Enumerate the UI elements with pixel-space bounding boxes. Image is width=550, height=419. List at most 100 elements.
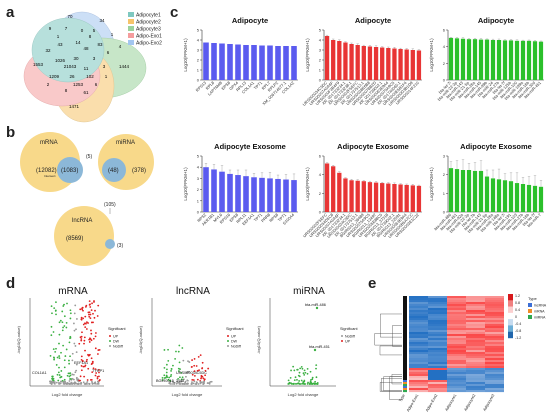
type-cell xyxy=(403,304,407,307)
type-cell xyxy=(403,350,407,353)
data-point xyxy=(193,364,196,367)
heatmap-cell xyxy=(466,312,485,315)
data-point xyxy=(90,357,93,360)
heatmap-cell xyxy=(447,348,466,351)
heatmap-cell xyxy=(409,322,428,325)
heatmap-cell xyxy=(428,374,447,377)
column-label: Adipocyte3 xyxy=(483,394,496,412)
venn-region-count: 14 xyxy=(75,40,81,45)
data-point xyxy=(74,345,77,347)
data-point xyxy=(74,381,77,384)
data-point xyxy=(86,358,88,361)
x-axis-label: Log2 fold change xyxy=(172,392,203,397)
data-point xyxy=(74,304,77,307)
data-point xyxy=(63,378,66,381)
data-point xyxy=(52,331,55,333)
data-point xyxy=(181,382,184,385)
data-point xyxy=(59,319,62,322)
mrna-only-count: (12082) xyxy=(36,168,57,174)
data-point xyxy=(84,326,87,329)
heatmap-cell xyxy=(466,378,485,381)
heatmap-cell xyxy=(466,358,485,361)
heatmap-cell xyxy=(447,306,466,309)
data-point xyxy=(55,364,58,366)
bar xyxy=(343,178,348,212)
data-point xyxy=(187,379,189,382)
data-point xyxy=(85,360,88,363)
y-axis-label: Log10(FPKM+1) xyxy=(183,38,188,72)
heatmap-cell xyxy=(428,378,447,381)
legend-swatch xyxy=(128,33,134,38)
color-scale-segment xyxy=(508,306,513,314)
heatmap-cell xyxy=(485,312,504,315)
heatmap-cell xyxy=(409,382,428,385)
heatmap-cell xyxy=(409,342,428,345)
heatmap-cell xyxy=(409,352,428,355)
legend-marker xyxy=(227,345,229,347)
heatmap-cell xyxy=(428,300,447,303)
bar xyxy=(508,40,514,80)
data-point xyxy=(209,380,212,383)
data-point xyxy=(55,301,57,304)
data-point xyxy=(63,383,66,385)
heatmap-cell xyxy=(409,346,428,349)
heatmap-cell xyxy=(428,304,447,307)
data-point xyxy=(79,308,82,311)
bar xyxy=(484,176,490,212)
column-label: Adipo-Exo1 xyxy=(406,394,419,413)
bar-chart-exosome-lncrna: Adipocyte ExosomeLog10(FPKM+1)0246URS000… xyxy=(302,142,422,239)
data-point xyxy=(304,371,307,374)
heatmap-cell xyxy=(466,324,485,327)
bar xyxy=(331,40,336,80)
heatmap-cell xyxy=(447,310,466,313)
heatmap-cell xyxy=(428,296,447,299)
heatmap-cell xyxy=(409,340,428,343)
dendrogram-branch xyxy=(379,345,402,356)
data-point xyxy=(82,309,84,312)
heatmap-cell xyxy=(466,372,485,375)
heatmap-cell xyxy=(447,342,466,345)
heatmap-cell xyxy=(466,380,485,383)
bar xyxy=(267,45,273,80)
data-point xyxy=(78,379,81,382)
heatmap-cell xyxy=(447,390,466,393)
data-point xyxy=(199,354,202,357)
lncrna-circle xyxy=(54,206,114,266)
data-point xyxy=(303,383,306,385)
heatmap-cell xyxy=(428,336,447,339)
data-point xyxy=(192,382,195,385)
data-point xyxy=(201,361,204,364)
data-point xyxy=(63,325,66,327)
bar xyxy=(349,180,354,212)
heatmap-cell xyxy=(428,312,447,315)
data-point xyxy=(53,307,56,310)
bar xyxy=(355,180,360,212)
heatmap-cell xyxy=(428,350,447,353)
type-cell xyxy=(403,314,407,317)
data-point xyxy=(68,359,70,362)
lncrna-label: lncRNA xyxy=(72,218,92,224)
data-point xyxy=(300,379,303,382)
data-point xyxy=(98,349,101,351)
data-point xyxy=(84,382,87,385)
mirna-shared-circle xyxy=(102,158,126,182)
data-point xyxy=(83,375,86,378)
data-point xyxy=(198,369,200,372)
data-point xyxy=(292,382,294,385)
data-point xyxy=(95,372,98,374)
type-cell xyxy=(403,362,407,365)
data-point xyxy=(58,382,61,385)
legend-marker xyxy=(109,340,111,342)
data-point xyxy=(63,303,65,306)
data-point xyxy=(306,372,309,375)
data-point xyxy=(206,382,209,384)
heatmap-cell xyxy=(485,332,504,335)
data-point xyxy=(87,311,90,314)
data-point xyxy=(91,302,93,305)
data-point xyxy=(91,383,94,385)
bar xyxy=(227,173,233,212)
legend-item: NoDiff xyxy=(231,345,241,349)
data-point xyxy=(72,373,75,376)
volcano-title: miRNA xyxy=(293,286,325,297)
y-tick-label: 5 xyxy=(197,28,200,33)
